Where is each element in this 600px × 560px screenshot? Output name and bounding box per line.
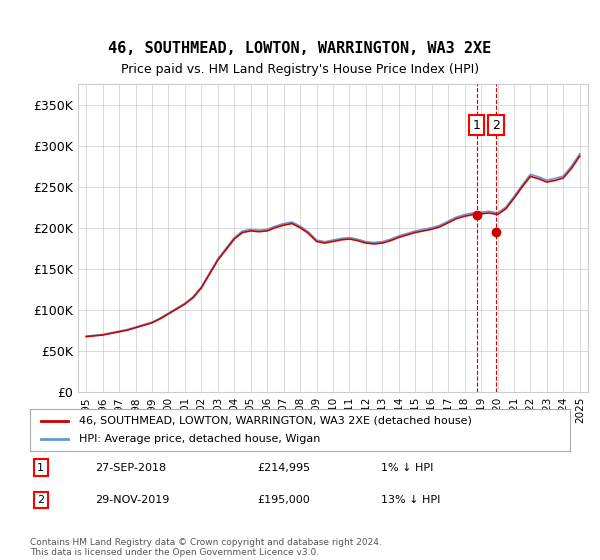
Text: HPI: Average price, detached house, Wigan: HPI: Average price, detached house, Wiga… [79,434,320,444]
Text: 1% ↓ HPI: 1% ↓ HPI [381,463,433,473]
Text: Contains HM Land Registry data © Crown copyright and database right 2024.
This d: Contains HM Land Registry data © Crown c… [30,538,382,557]
Text: 1: 1 [473,119,481,132]
Text: 2: 2 [37,495,44,505]
Text: 46, SOUTHMEAD, LOWTON, WARRINGTON, WA3 2XE (detached house): 46, SOUTHMEAD, LOWTON, WARRINGTON, WA3 2… [79,416,472,426]
Text: 13% ↓ HPI: 13% ↓ HPI [381,495,440,505]
Text: 46, SOUTHMEAD, LOWTON, WARRINGTON, WA3 2XE: 46, SOUTHMEAD, LOWTON, WARRINGTON, WA3 2… [109,41,491,56]
Text: 2: 2 [492,119,500,132]
Text: 29-NOV-2019: 29-NOV-2019 [95,495,169,505]
Text: £214,995: £214,995 [257,463,310,473]
Text: 1: 1 [37,463,44,473]
Text: 27-SEP-2018: 27-SEP-2018 [95,463,166,473]
Text: Price paid vs. HM Land Registry's House Price Index (HPI): Price paid vs. HM Land Registry's House … [121,63,479,76]
Text: £195,000: £195,000 [257,495,310,505]
